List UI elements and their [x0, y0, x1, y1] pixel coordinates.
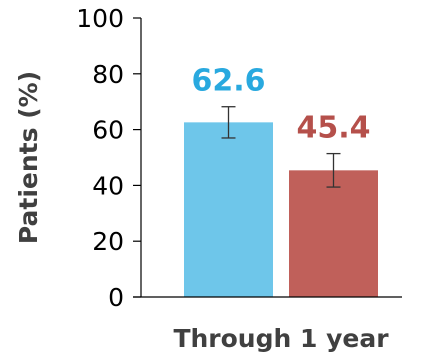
y-tick-label: 60: [92, 116, 124, 145]
y-tick-label: 0: [108, 283, 124, 312]
bar-2: [289, 170, 378, 297]
data-label-2: 45.4: [296, 111, 370, 146]
bars: [184, 122, 378, 297]
y-tick-label: 80: [92, 60, 124, 89]
y-tick-label: 20: [92, 227, 124, 256]
error-bars: [221, 106, 341, 188]
y-tick-label: 100: [76, 4, 124, 33]
data-labels: 62.6 45.4: [191, 64, 370, 146]
y-axis-title: Patients (%): [14, 71, 43, 244]
y-tick-label: 40: [92, 171, 124, 200]
bar-1: [184, 122, 273, 297]
x-axis-title: Through 1 year: [173, 324, 389, 353]
y-axis-ticks: 0 20 40 60 80 100: [76, 4, 141, 312]
data-label-1: 62.6: [191, 64, 265, 99]
